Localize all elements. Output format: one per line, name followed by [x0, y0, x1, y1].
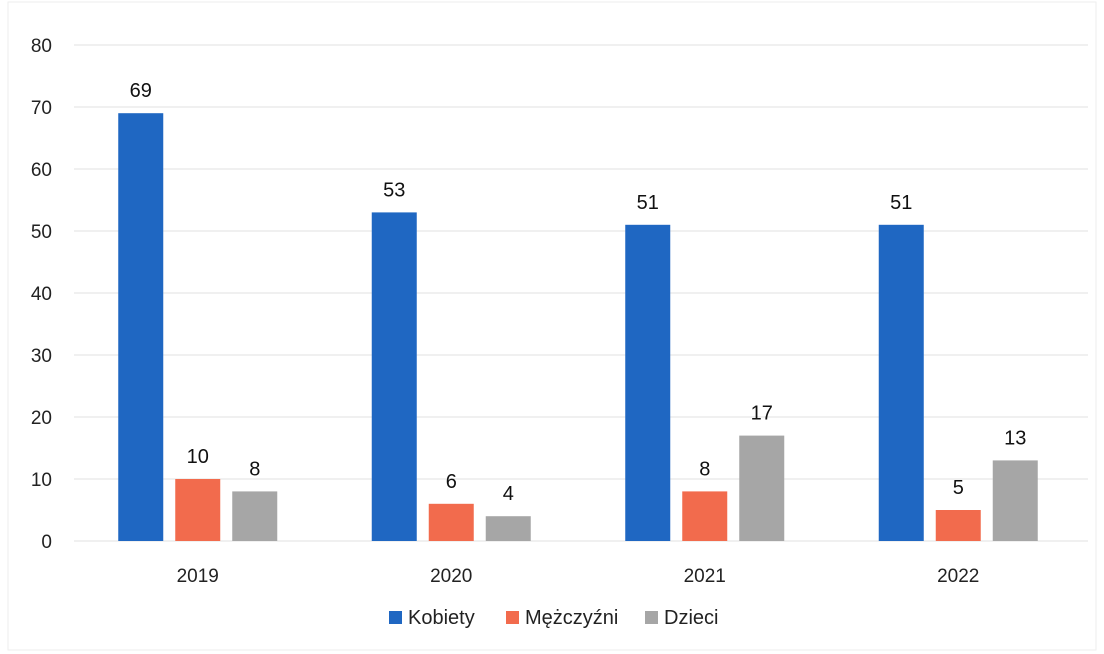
x-tick-label: 2021 — [684, 566, 726, 587]
gridlines — [74, 44, 1088, 542]
y-tick-label: 70 — [31, 98, 52, 119]
legend: Kobiety Mężczyźni Dzieci — [389, 607, 718, 629]
data-label: 4 — [503, 483, 514, 505]
y-tick-label: 20 — [31, 408, 52, 429]
bar-mężczyźni-2022 — [935, 510, 981, 541]
bar-kobiety-2020 — [371, 212, 417, 541]
legend-label: Kobiety — [408, 607, 475, 629]
bars — [118, 113, 1038, 542]
bar-mężczyźni-2021 — [682, 491, 728, 541]
data-label: 53 — [383, 179, 405, 201]
y-tick-label: 40 — [31, 284, 52, 305]
bar-dzieci-2021 — [739, 435, 785, 541]
x-tick-label: 2019 — [177, 566, 219, 587]
data-label: 8 — [699, 458, 710, 480]
y-tick-label: 10 — [31, 470, 52, 491]
y-tick-label: 60 — [31, 160, 52, 181]
legend-swatch-dzieci — [645, 611, 658, 624]
data-label: 51 — [890, 192, 912, 214]
y-tick-label: 0 — [41, 532, 52, 553]
legend-label: Mężczyźni — [525, 607, 618, 629]
data-label: 5 — [953, 477, 964, 499]
legend-label: Dzieci — [664, 607, 718, 629]
data-label: 6 — [446, 471, 457, 493]
data-label: 51 — [637, 192, 659, 214]
y-axis: 0 10 20 30 40 50 60 70 80 — [31, 36, 52, 553]
data-label: 13 — [1004, 427, 1026, 449]
data-label: 8 — [249, 458, 260, 480]
bar-dzieci-2019 — [232, 491, 278, 541]
bar-kobiety-2019 — [118, 113, 164, 541]
bar-kobiety-2021 — [625, 224, 671, 542]
x-axis: 2019 2020 2021 2022 — [177, 566, 980, 587]
x-tick-label: 2022 — [937, 566, 979, 587]
y-tick-label: 50 — [31, 222, 52, 243]
bar-dzieci-2022 — [992, 460, 1038, 541]
y-tick-label: 30 — [31, 346, 52, 367]
chart-frame — [7, 1, 1097, 651]
bar-dzieci-2020 — [485, 516, 531, 541]
data-label: 10 — [187, 446, 209, 468]
bar-mężczyźni-2020 — [428, 503, 474, 541]
y-tick-label: 80 — [31, 36, 52, 57]
data-label: 17 — [751, 403, 773, 425]
data-label: 69 — [130, 80, 152, 102]
bar-mężczyźni-2019 — [175, 479, 221, 541]
data-labels: 69 10 8 53 6 4 51 8 17 51 5 13 — [130, 80, 1027, 505]
legend-swatch-kobiety — [389, 611, 402, 624]
bar-kobiety-2022 — [878, 224, 924, 542]
x-tick-label: 2020 — [430, 566, 472, 587]
legend-swatch-mężczyźni — [506, 611, 519, 624]
